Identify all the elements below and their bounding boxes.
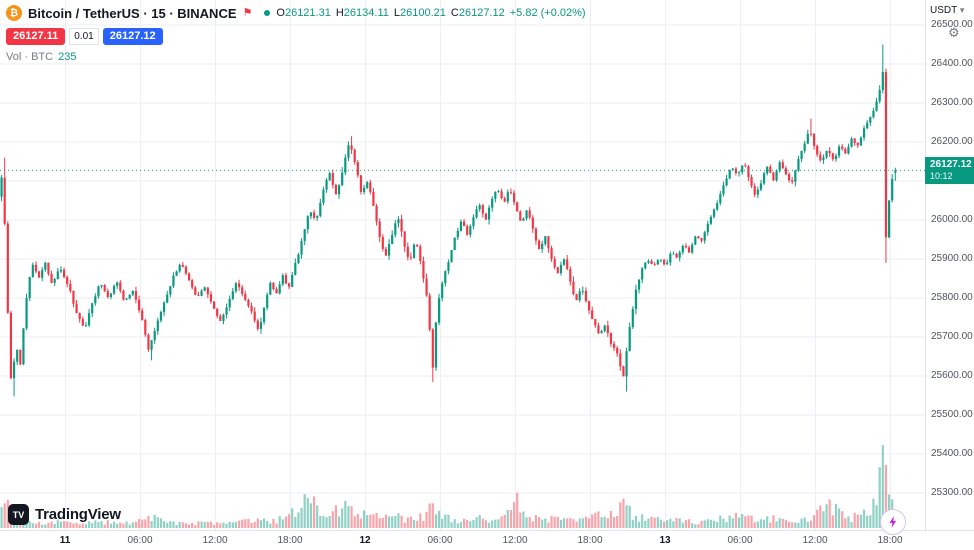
time-axis-label: 12:00 [502, 535, 528, 546]
change-value: +5.82 (+0.02%) [509, 7, 586, 19]
market-status-dot [264, 10, 271, 16]
price-axis-label: 25900.00 [931, 253, 973, 264]
volume-value: 235 [58, 51, 77, 63]
chevron-down-icon: ▾ [959, 5, 965, 15]
price-axis-label: 25800.00 [931, 292, 973, 303]
time-axis-label: 18:00 [277, 535, 303, 546]
time-axis[interactable]: 11 06:00 12:00 18:00 12 06:00 12:00 18:00 13 06:0… [0, 530, 974, 550]
high-value: 26134.11 [343, 7, 389, 19]
price-axis-label: 26400.00 [931, 58, 973, 69]
tradingview-brand-text: TradingView [35, 506, 121, 523]
buy-button[interactable]: 26127.12 [102, 27, 163, 45]
low-label: L [393, 7, 400, 19]
current-price-badge: 26127.12 10:12 [925, 157, 974, 184]
symbol-title[interactable]: Bitcoin / TetherUS · 15 · BINANCE [28, 5, 237, 21]
time-axis-label: 12:00 [202, 535, 228, 546]
time-axis-label: 06:00 [727, 535, 753, 546]
bitcoin-icon: ₿ [6, 5, 22, 21]
open-value: 26121.31 [284, 7, 331, 19]
close-value: 26127.12 [458, 7, 505, 19]
lightning-icon [889, 516, 897, 528]
price-axis-label: 26500.00 [931, 19, 973, 30]
volume-indicator: Vol · BTC 235 [6, 51, 586, 63]
unit-selector[interactable]: USDT ▾ [930, 5, 964, 16]
price-axis-label: 26200.00 [931, 136, 973, 147]
quick-trade-button[interactable] [880, 509, 906, 535]
tradingview-logo[interactable]: TV TradingView [8, 504, 121, 525]
tradingview-mark-icon: TV [8, 504, 29, 525]
time-axis-day-label: 13 [659, 535, 671, 546]
flag-icon[interactable]: ⚑ [242, 6, 253, 19]
spread-value: 0.01 [69, 27, 99, 45]
price-axis[interactable]: 26500.0026400.0026300.0026200.0026100.00… [925, 0, 974, 530]
close-label: C [450, 7, 459, 19]
low-value: 26100.21 [400, 7, 446, 19]
unit-label: USDT [930, 5, 958, 16]
price-axis-label: 25600.00 [931, 370, 973, 381]
gear-icon[interactable]: ⚙ [948, 25, 960, 40]
time-axis-label: 18:00 [577, 535, 603, 546]
time-axis-label: 12:00 [802, 535, 828, 546]
time-axis-label: 06:00 [427, 535, 453, 546]
volume-label: Vol · BTC [6, 51, 54, 63]
price-axis-label: 25300.00 [931, 487, 973, 498]
open-label: O [276, 7, 285, 19]
candlestick-chart[interactable] [0, 0, 925, 530]
price-axis-label: 26000.00 [931, 214, 973, 225]
time-axis-label: 06:00 [127, 535, 153, 546]
price-axis-label: 26300.00 [931, 97, 973, 108]
price-axis-label: 25700.00 [931, 331, 973, 342]
current-price-value: 26127.12 [930, 159, 972, 170]
time-axis-day-label: 11 [59, 535, 71, 546]
high-label: H [335, 7, 344, 19]
ohlc-readout: O26121.31 H26134.11 L26100.21 C26127.12 … [276, 7, 585, 19]
time-axis-label: 18:00 [877, 535, 903, 546]
bar-countdown: 10:12 [930, 171, 953, 181]
time-axis-day-label: 12 [359, 535, 371, 546]
price-axis-label: 25400.00 [931, 448, 973, 459]
sell-button[interactable]: 26127.11 [6, 27, 66, 45]
chart-legend: ₿ Bitcoin / TetherUS · 15 · BINANCE ⚑ O2… [6, 4, 586, 63]
price-axis-label: 25500.00 [931, 409, 973, 420]
